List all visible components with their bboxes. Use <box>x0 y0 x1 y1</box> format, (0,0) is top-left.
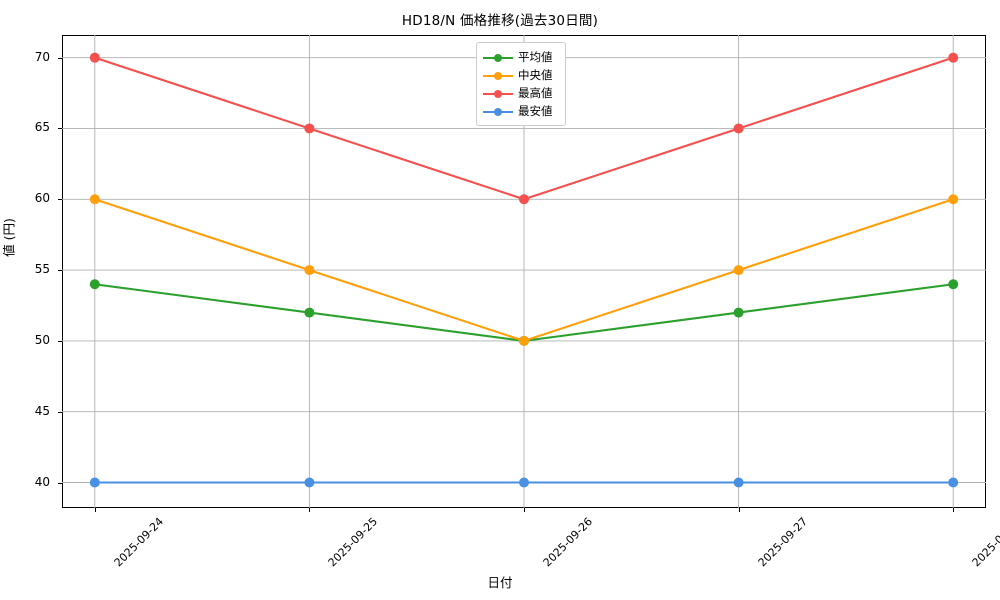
x-axis-tick-label: 2025-09-28 <box>969 515 1000 570</box>
y-axis-tick-label: 65 <box>34 120 50 135</box>
data-point <box>948 279 959 290</box>
legend-swatch-icon <box>483 87 513 99</box>
y-axis-tick-mark <box>58 199 62 201</box>
y-axis-tick-label: 55 <box>34 262 50 277</box>
x-axis-tick-mark <box>738 508 740 512</box>
data-point <box>733 477 744 488</box>
data-point <box>948 52 959 63</box>
data-point <box>733 307 744 318</box>
x-axis-tick-mark <box>524 508 525 512</box>
y-axis-tick-mark <box>58 128 62 130</box>
y-axis-tick-label: 70 <box>34 49 50 64</box>
data-point <box>519 335 529 346</box>
legend-label: 最高値 <box>518 86 553 100</box>
y-axis-tick-mark <box>58 482 62 484</box>
x-axis-tick-mark <box>309 508 311 512</box>
data-point <box>733 123 744 134</box>
data-point <box>519 194 529 205</box>
legend-item-最高値[interactable]: 最高値 <box>483 84 559 102</box>
x-axis-tick-label: 2025-09-27 <box>755 515 810 570</box>
chart-title: HD18/N 価格推移(過去30日間) <box>401 13 599 29</box>
legend-label: 中央値 <box>518 68 553 82</box>
legend-item-最安値[interactable]: 最安値 <box>483 102 559 120</box>
data-point <box>89 194 100 205</box>
legend-label: 平均値 <box>518 50 553 64</box>
data-point <box>304 123 315 134</box>
legend-item-中央値[interactable]: 中央値 <box>483 66 559 84</box>
data-point <box>89 477 100 488</box>
legend-swatch-icon <box>483 69 513 81</box>
y-axis-tick-label: 40 <box>34 474 50 489</box>
data-point <box>89 52 100 63</box>
x-axis-label: 日付 <box>487 575 513 590</box>
data-point <box>733 265 744 276</box>
x-axis-tick-mark <box>94 508 96 512</box>
chart-legend: 平均値中央値最高値最安値 <box>476 42 566 126</box>
legend-swatch-icon <box>483 105 513 117</box>
y-axis-tick-mark <box>58 340 62 342</box>
data-point <box>304 265 315 276</box>
y-axis-tick-label: 60 <box>34 191 50 206</box>
legend-item-平均値[interactable]: 平均値 <box>483 48 559 66</box>
data-point <box>948 194 959 205</box>
x-axis-tick-label: 2025-09-26 <box>540 515 596 570</box>
plot-lines <box>62 35 986 508</box>
data-point <box>89 279 100 290</box>
y-axis-tick-label: 45 <box>34 403 50 418</box>
data-point <box>519 477 529 488</box>
y-axis-tick-mark <box>58 57 62 59</box>
y-axis-tick-mark <box>58 411 62 413</box>
data-point <box>948 477 959 488</box>
legend-label: 最安値 <box>518 104 553 118</box>
x-axis-tick-label: 2025-09-25 <box>326 515 381 570</box>
y-axis-tick-label: 50 <box>34 332 50 347</box>
x-axis-tick-mark <box>953 508 955 512</box>
x-axis-tick-label: 2025-09-24 <box>111 515 166 570</box>
y-axis-tick-mark <box>58 270 62 272</box>
y-axis-label: 値 (円) <box>1 218 17 257</box>
data-point <box>304 307 315 318</box>
data-point <box>304 477 315 488</box>
legend-swatch-icon <box>483 51 513 63</box>
